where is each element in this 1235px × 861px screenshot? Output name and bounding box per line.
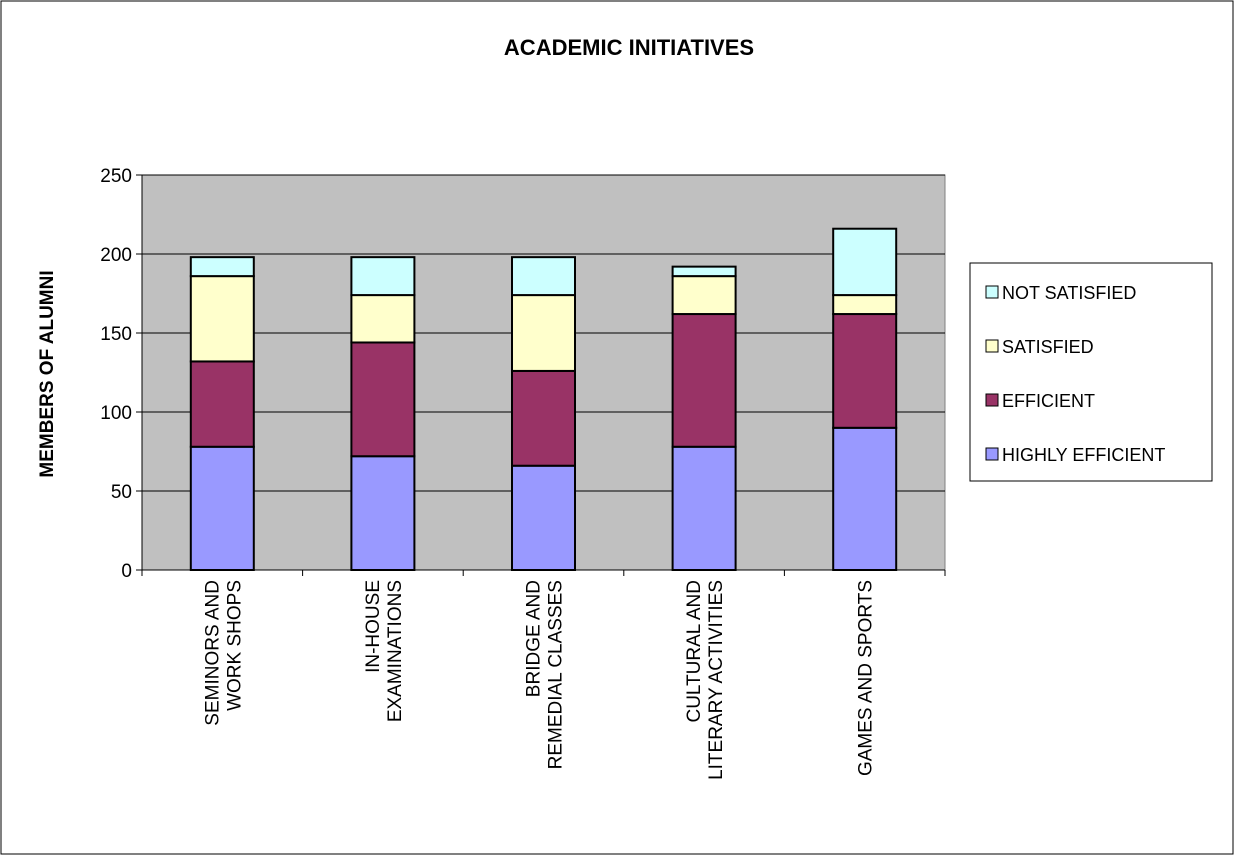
- y-tick-label: 200: [100, 245, 132, 266]
- bar-segment: [350, 294, 416, 344]
- bar-segment: [671, 445, 737, 572]
- x-category-label-line: LITERARY ACTIVITIES: [706, 580, 727, 780]
- legend-entry: NOT SATISFIED: [1002, 283, 1136, 303]
- y-tick-label: 100: [100, 403, 132, 424]
- y-axis-label: MEMBERS OF ALUMNI: [37, 270, 58, 477]
- x-category-label: IN-HOUSE EXAMINATIONS: [363, 580, 406, 722]
- legend-entry: HIGHLY EFFICIENT: [1002, 445, 1165, 465]
- x-category-label-line: GAMES AND SPORTS: [856, 580, 877, 776]
- x-category-label: GAMES AND SPORTS: [856, 580, 877, 776]
- bar-segment: [350, 256, 416, 297]
- x-category-label-line: IN-HOUSE: [363, 580, 384, 673]
- x-category-label-line: CULTURAL AND: [684, 580, 705, 723]
- legend-swatch: [985, 447, 999, 461]
- x-category-label: CULTURAL AND LITERARY ACTIVITIES: [684, 580, 727, 780]
- x-category-label-line: EXAMINATIONS: [385, 580, 406, 722]
- y-tick-label: 250: [100, 166, 132, 187]
- plot-area: 0 50 100 150 200 250 SEMINORS AND WORK SHOPS IN-…: [100, 166, 946, 780]
- bar-segment: [511, 294, 576, 372]
- chart-title: ACADEMIC INITIATIVES: [504, 35, 754, 60]
- bar-segment: [671, 313, 737, 448]
- bar-segment: [350, 455, 416, 571]
- legend-box: [969, 262, 1213, 482]
- y-tick-label: 0: [121, 561, 132, 582]
- bar-segment: [189, 275, 255, 363]
- x-category-label-line: WORK SHOPS: [224, 580, 245, 711]
- x-category-label-line: BRIDGE AND: [524, 580, 545, 697]
- legend-swatch: [985, 285, 999, 299]
- x-category-label: BRIDGE AND REMEDIAL CLASSES: [524, 580, 567, 769]
- bar-segment: [511, 369, 576, 467]
- bar-segment: [671, 265, 737, 278]
- legend-swatch: [985, 339, 999, 353]
- legend: NOT SATISFIED SATISFIED EFFICIENT HIGHLY EF…: [969, 262, 1213, 482]
- bar-segment: [832, 227, 898, 297]
- x-category-label: SEMINORS AND WORK SHOPS: [202, 580, 245, 726]
- x-category-label-line: SEMINORS AND: [202, 580, 223, 726]
- bar-segment: [350, 341, 416, 458]
- bar-segment: [511, 256, 576, 297]
- bar-segment: [189, 256, 255, 278]
- bar-segment: [511, 464, 576, 571]
- bar-segment: [671, 275, 737, 316]
- bar-segment: [189, 445, 255, 572]
- legend-swatch: [985, 393, 999, 407]
- bar-segment: [832, 313, 898, 429]
- y-tick-label: 50: [111, 482, 132, 503]
- legend-entry: SATISFIED: [1002, 337, 1094, 357]
- legend-entry: EFFICIENT: [1002, 391, 1095, 411]
- bar-segment: [832, 294, 898, 316]
- x-category-label-line: REMEDIAL CLASSES: [546, 580, 567, 769]
- y-tick-label: 150: [100, 324, 132, 345]
- bar-segment: [189, 360, 255, 448]
- bar-segment: [832, 426, 898, 571]
